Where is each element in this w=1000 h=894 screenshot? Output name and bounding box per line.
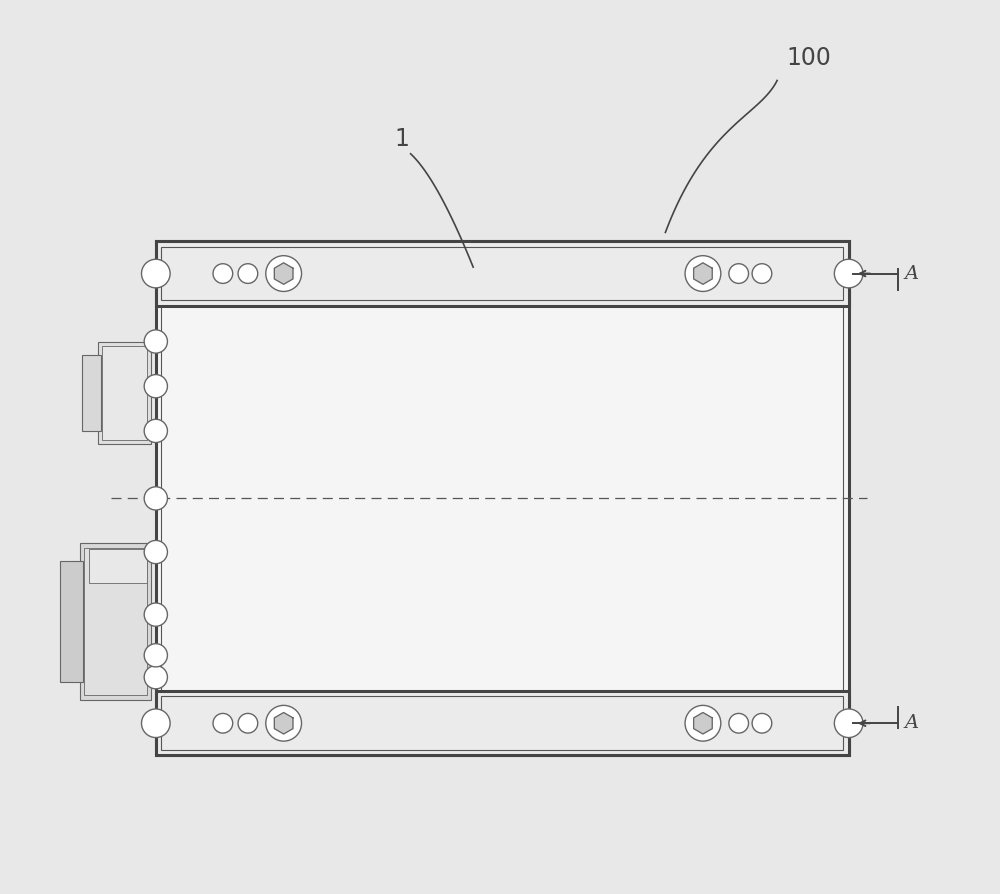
Circle shape [144,419,167,443]
Bar [161,247,843,300]
Circle shape [144,665,167,688]
Circle shape [729,264,749,283]
Circle shape [752,713,772,733]
Circle shape [266,705,302,741]
Text: 100: 100 [786,46,831,70]
Bar [156,241,849,306]
Text: A: A [905,265,919,283]
Circle shape [834,709,863,738]
Circle shape [144,486,167,510]
Bar [80,544,151,699]
Circle shape [238,713,258,733]
Bar [161,696,843,750]
Circle shape [238,264,258,283]
Circle shape [213,264,233,283]
Circle shape [266,256,302,291]
Bar [98,342,151,444]
Bar [60,561,83,681]
Circle shape [685,705,721,741]
Circle shape [144,330,167,353]
Polygon shape [274,263,293,284]
Circle shape [729,713,749,733]
Bar [156,241,849,755]
Circle shape [144,644,167,667]
Circle shape [142,709,170,738]
Bar [102,346,147,440]
Bar [84,547,147,696]
Polygon shape [274,713,293,734]
Circle shape [685,256,721,291]
Bar [156,691,849,755]
Circle shape [834,259,863,288]
Polygon shape [694,713,712,734]
Circle shape [213,713,233,733]
Circle shape [144,603,167,627]
Circle shape [144,375,167,398]
Circle shape [752,264,772,283]
Bar [89,549,147,584]
Text: A: A [905,714,919,732]
Circle shape [142,259,170,288]
Bar [161,247,843,750]
Circle shape [144,540,167,564]
Polygon shape [694,263,712,284]
Text: 1: 1 [394,127,409,150]
Bar [82,355,101,431]
